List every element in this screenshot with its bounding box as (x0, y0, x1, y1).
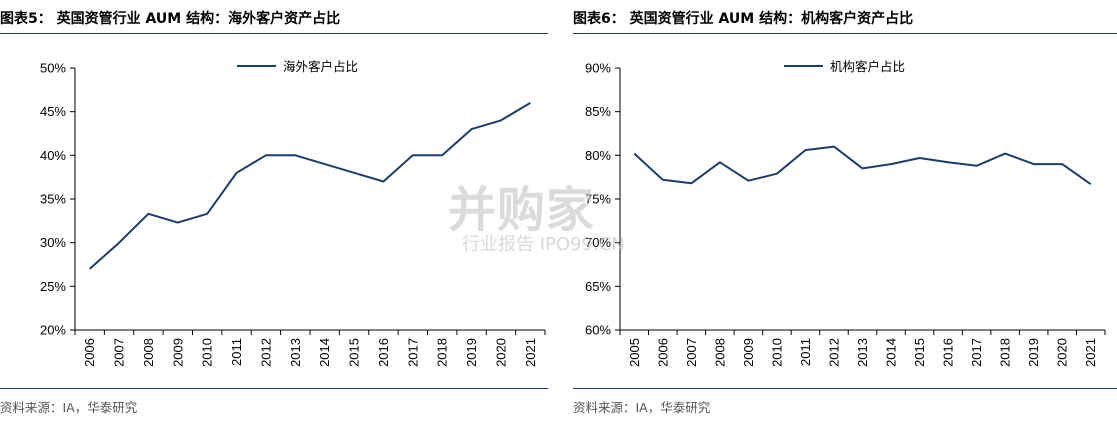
series-line (633, 145, 1092, 186)
x-tick-label: 2018 (435, 338, 450, 367)
chart-panel-aum-institutional: 图表6： 英国资管行业 AUM 结构：机构客户资产占比 60% 65% 70% 75%… (573, 0, 1117, 427)
y-tick-label: 35% (40, 192, 66, 207)
x-tick-label: 2017 (405, 338, 420, 367)
title-divider (0, 33, 548, 34)
y-tick-label: 45% (40, 104, 66, 119)
x-tick-label: 2006 (655, 338, 670, 367)
x-tick-label: 2009 (170, 338, 185, 367)
x-tick-label: 2006 (82, 338, 97, 367)
y-tick-label: 25% (40, 279, 66, 294)
x-tick-label: 2015 (912, 338, 927, 367)
x-tick-label: 2012 (826, 338, 841, 367)
x-tick-label: 2019 (1026, 338, 1041, 367)
chart-panel-aum-overseas: 图表5： 英国资管行业 AUM 结构：海外客户资产占比 20% 25% 30% 35%… (0, 0, 548, 427)
series-line (89, 102, 531, 270)
watermark-logo-text: 并购家 (448, 182, 596, 238)
x-tick-label: 2018 (998, 338, 1013, 367)
x-tick-label: 2019 (464, 338, 479, 367)
y-tick-label: 90% (585, 61, 611, 76)
chart-title: 图表6： 英国资管行业 AUM 结构：机构客户资产占比 (573, 11, 914, 27)
x-tick-label: 2007 (112, 338, 127, 367)
y-tick-label: 30% (40, 235, 66, 250)
source-note: 资料来源：IA，华泰研究 (573, 400, 711, 415)
x-tick-label: 2014 (884, 338, 899, 367)
watermark: 并购家 行业报告 IPO99.CN (448, 170, 678, 260)
y-tick-label: 40% (40, 148, 66, 163)
line-chart-overseas: 20% 25% 30% 35% 40% 45% 50% 2006 2007 2008 2009 201… (40, 59, 546, 367)
line-chart-institutional: 60% 65% 70% 75% 80% 85% 90% 2005 2006 2007 2008 200… (585, 59, 1106, 367)
x-tick-label: 2013 (855, 338, 870, 367)
y-tick-label: 50% (40, 61, 66, 76)
x-tick-label: 2011 (229, 338, 244, 366)
watermark-site-text: 行业报告 IPO99.CN (462, 234, 625, 255)
y-tick-label: 85% (585, 104, 611, 119)
y-tick-label: 60% (585, 323, 611, 338)
x-tick-label: 2020 (493, 338, 508, 367)
x-tick-label: 2016 (941, 338, 956, 367)
title-divider (573, 33, 1117, 34)
x-tick-label: 2016 (376, 338, 391, 367)
source-divider (573, 388, 1117, 389)
legend-label: 机构客户占比 (830, 59, 905, 74)
x-tick-label: 2021 (1083, 338, 1098, 367)
chart-title: 图表5： 英国资管行业 AUM 结构：海外客户资产占比 (0, 11, 341, 27)
x-tick-label: 2008 (712, 338, 727, 367)
x-tick-label: 2015 (347, 338, 362, 367)
source-note: 资料来源：IA，华泰研究 (0, 400, 138, 415)
x-tick-label: 2007 (684, 338, 699, 367)
x-tick-label: 2010 (200, 338, 215, 367)
source-divider (0, 388, 548, 389)
y-tick-label: 65% (585, 279, 611, 294)
x-tick-label: 2014 (317, 338, 332, 367)
y-tick-label: 75% (585, 192, 611, 207)
x-tick-label: 2005 (627, 338, 642, 367)
x-tick-label: 2012 (258, 338, 273, 367)
y-tick-label: 20% (40, 323, 66, 338)
y-tick-label: 80% (585, 148, 611, 163)
x-tick-label: 2011 (798, 338, 813, 366)
x-tick-label: 2020 (1055, 338, 1070, 367)
x-tick-label: 2021 (523, 338, 538, 367)
y-tick-label: 70% (585, 235, 611, 250)
x-tick-label: 2013 (288, 338, 303, 367)
legend-label: 海外客户占比 (283, 59, 358, 74)
x-tick-label: 2008 (141, 338, 156, 367)
x-tick-label: 2010 (769, 338, 784, 367)
x-tick-label: 2009 (741, 338, 756, 367)
x-tick-label: 2017 (969, 338, 984, 367)
